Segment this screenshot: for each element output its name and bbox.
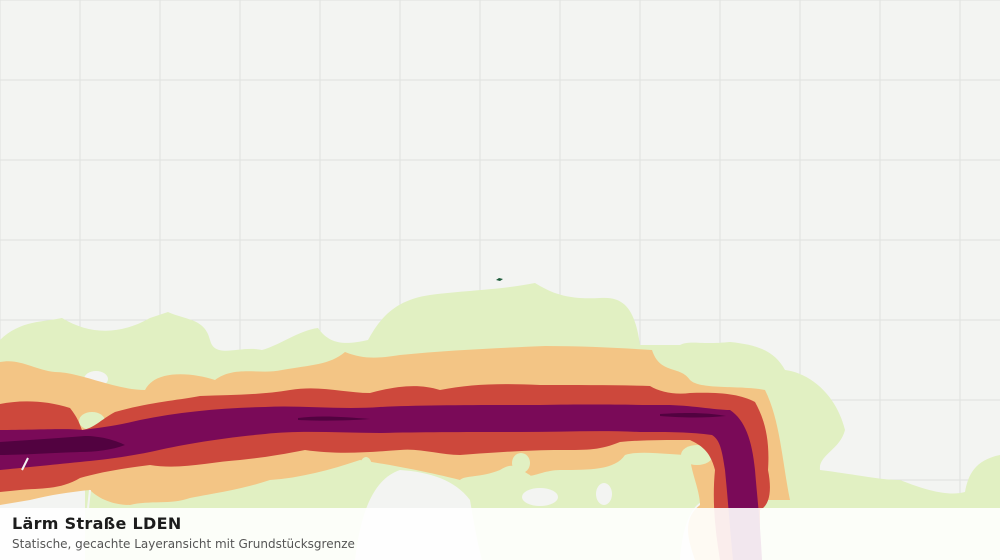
noise-band-5 [0,412,726,455]
map-streaks [21,457,91,509]
layer-subtitle: Statische, gecachte Layeransicht mit Gru… [12,537,355,551]
layer-title: Lärm Straße LDEN [12,514,182,533]
parcel-boundary[interactable] [496,278,503,281]
layer-info-panel: Lärm Straße LDEN Statische, gecachte Lay… [0,508,1000,560]
noise-band-4 [0,404,762,560]
